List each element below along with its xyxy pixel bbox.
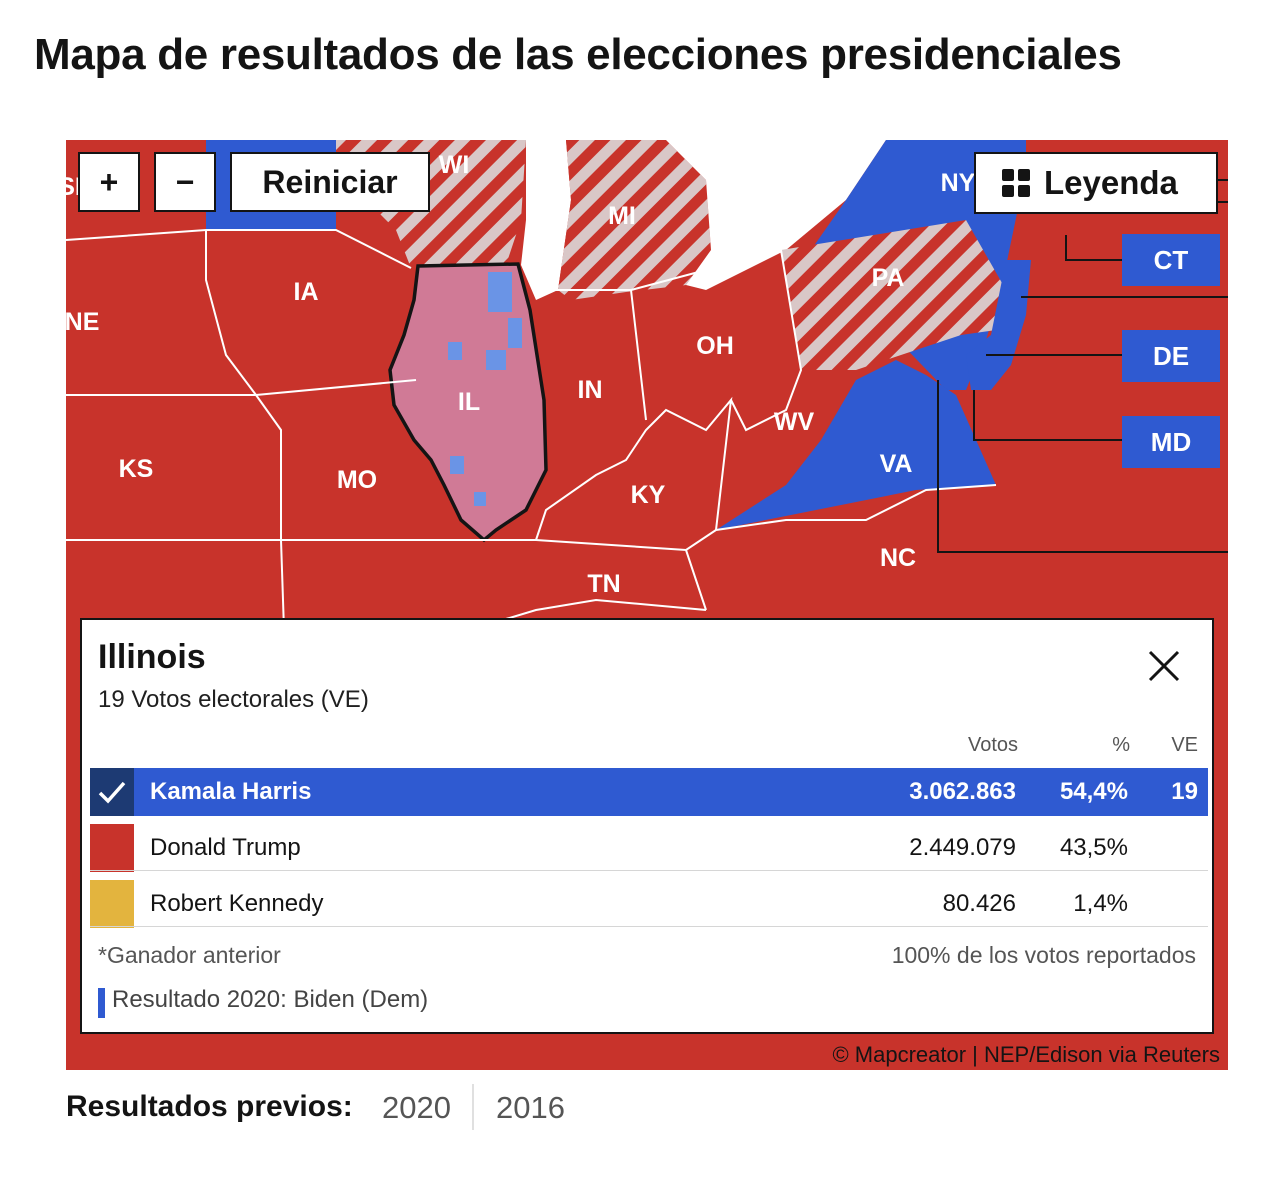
label-ia: IA [294, 278, 319, 306]
label-mo: MO [337, 466, 377, 494]
row-divider [90, 870, 1208, 871]
page-title: Mapa de resultados de las elecciones pre… [34, 30, 1122, 79]
dem-bar [98, 988, 105, 1018]
grid-icon [1002, 169, 1030, 197]
label-wi: WI [439, 151, 470, 179]
header-votes: Votos [967, 734, 1018, 756]
label-in: IN [578, 376, 603, 404]
candidate-votes: 2.449.079 [909, 834, 1016, 861]
zoom-in-button[interactable]: + [78, 152, 140, 212]
candidate-votes: 3.062.863 [909, 778, 1016, 805]
state-info-panel: Illinois 19 Votos electorales (VE) Votos… [80, 618, 1214, 1034]
close-icon[interactable] [1146, 648, 1182, 684]
divider [472, 1084, 474, 1130]
previous-2020-link[interactable]: 2020 [382, 1090, 451, 1125]
header-pct: % [1112, 734, 1130, 756]
label-partial-west: SI [66, 173, 82, 201]
label-ky: KY [631, 481, 666, 509]
result-row-harris: Kamala Harris 3.062.863 54,4% 19 [90, 768, 1208, 816]
label-oh: OH [696, 332, 734, 360]
state-borders [66, 229, 997, 632]
candidate-name: Kamala Harris [150, 778, 312, 805]
candidate-pct: 1,4% [1073, 890, 1128, 917]
label-pa: PA [872, 264, 905, 292]
il-county-dem [474, 492, 486, 506]
reset-button[interactable]: Reiniciar [230, 152, 430, 212]
label-ny: NY [941, 169, 976, 197]
row-divider [90, 926, 1208, 927]
label-mi: MI [608, 202, 636, 230]
callout-de[interactable]: DE [1122, 330, 1220, 382]
legend-label: Leyenda [1044, 164, 1178, 201]
panel-state-name: Illinois [98, 638, 206, 676]
prev-winner-note: *Ganador anterior [98, 942, 281, 968]
candidate-votes: 80.426 [942, 890, 1016, 917]
il-county-dem [450, 456, 464, 474]
il-county-dem [486, 350, 506, 370]
winner-check [90, 768, 134, 816]
votes-reported: 100% de los votos reportados [891, 942, 1196, 968]
label-tn: TN [587, 570, 620, 598]
map-svg[interactable]: WI MI IA NE IL IN OH PA KS MO KY WV VA N… [66, 140, 1228, 1070]
result-2020: Resultado 2020: Biden (Dem) [98, 986, 429, 1018]
state-il[interactable] [388, 262, 548, 543]
candidate-ev: 19 [1171, 778, 1198, 805]
result-2020-text: Resultado 2020: Biden (Dem) [112, 986, 429, 1013]
map-credit: © Mapcreator | NEP/Edison via Reuters [832, 1042, 1220, 1067]
label-wv: WV [774, 408, 815, 436]
callout-md[interactable]: MD [1122, 416, 1220, 468]
il-county-dem [508, 318, 522, 348]
party-swatch [90, 824, 134, 872]
legend-button[interactable]: Leyenda [974, 152, 1218, 214]
label-ks: KS [119, 455, 154, 483]
state-nj-de[interactable] [966, 260, 1031, 390]
state-pa[interactable] [781, 220, 1006, 370]
result-row-trump: Donald Trump 2.449.079 43,5% [90, 824, 1208, 872]
election-map[interactable]: WI MI IA NE IL IN OH PA KS MO KY WV VA N… [66, 140, 1228, 1070]
header-ev: VE [1171, 734, 1198, 756]
label-ne: NE [66, 308, 99, 336]
candidate-name: Robert Kennedy [150, 890, 324, 917]
candidate-pct: 54,4% [1059, 778, 1128, 805]
panel-electoral-votes: 19 Votos electorales (VE) [98, 686, 369, 713]
label-il: IL [458, 388, 480, 416]
lake-michigan [521, 140, 571, 300]
il-county-dem [488, 272, 512, 312]
checkmark-icon [98, 781, 126, 804]
state-mi[interactable] [558, 140, 711, 300]
state-va[interactable] [716, 360, 996, 530]
callout-ct[interactable]: CT [1122, 234, 1220, 286]
callout-lines [937, 179, 1228, 553]
party-swatch [90, 880, 134, 928]
il-county-dem [448, 342, 462, 360]
zoom-out-button[interactable]: − [154, 152, 216, 212]
candidate-pct: 43,5% [1059, 834, 1128, 861]
previous-results-label: Resultados previos: [66, 1090, 353, 1123]
label-va: VA [880, 450, 913, 478]
candidate-name: Donald Trump [150, 834, 301, 861]
lake-erie [666, 140, 886, 290]
result-row-kennedy: Robert Kennedy 80.426 1,4% [90, 880, 1208, 928]
label-nc: NC [880, 544, 916, 572]
previous-2016-link[interactable]: 2016 [496, 1090, 565, 1125]
